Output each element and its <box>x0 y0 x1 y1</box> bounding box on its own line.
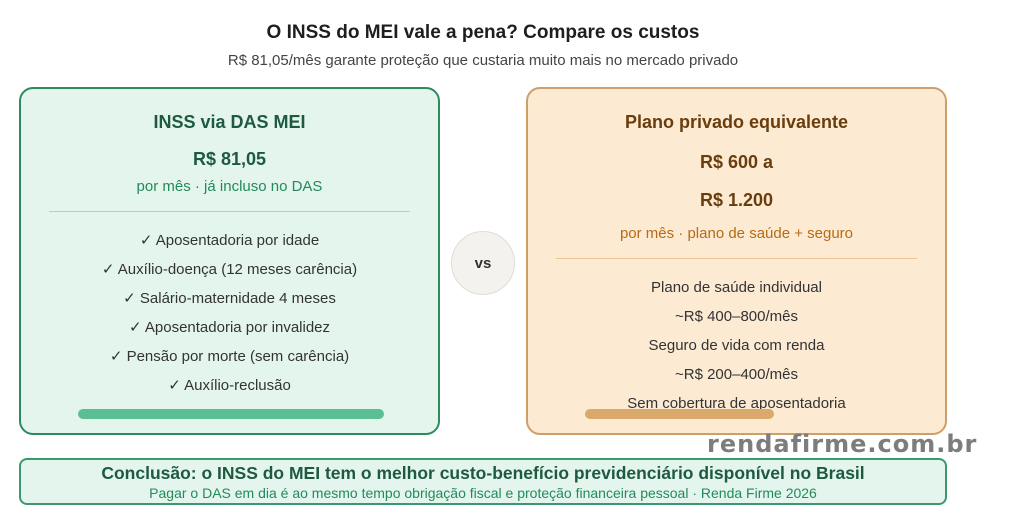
private-divider <box>556 258 917 259</box>
inss-divider <box>49 211 410 212</box>
list-item: ~R$ 200–400/mês <box>674 366 798 383</box>
inss-accent-bar <box>78 409 384 419</box>
conclusion-title: Conclusão: o INSS do MEI tem o melhor cu… <box>101 463 865 483</box>
private-plan-card: Plano privado equivalente R$ 600 a R$ 1.… <box>526 87 947 435</box>
page-subtitle: R$ 81,05/mês garante proteção que custar… <box>227 52 739 69</box>
list-item: ✓ Auxílio-doença (12 meses carência) <box>101 261 358 278</box>
conclusion-subtitle: Pagar o DAS em dia é ao mesmo tempo obri… <box>149 485 817 501</box>
list-item: ✓ Pensão por morte (sem carência) <box>109 348 350 365</box>
private-price-line1: R$ 600 a <box>699 152 774 172</box>
vs-badge: vs <box>451 231 515 295</box>
private-price-line2: R$ 1.200 <box>699 190 774 210</box>
list-item: Seguro de vida com renda <box>648 337 825 354</box>
inss-card-heading: INSS via DAS MEI <box>153 112 306 132</box>
private-card-heading: Plano privado equivalente <box>624 112 849 132</box>
list-item: ~R$ 400–800/mês <box>674 308 798 325</box>
list-item: Sem cobertura de aposentadoria <box>627 395 846 412</box>
private-price-note: por mês · plano de saúde + seguro <box>619 225 854 242</box>
list-item: ✓ Aposentadoria por idade <box>139 232 320 249</box>
inss-price: R$ 81,05 <box>192 149 267 169</box>
inss-card: INSS via DAS MEI R$ 81,05 por mês · já i… <box>19 87 440 435</box>
list-item: ✓ Salário-maternidade 4 meses <box>123 290 336 307</box>
list-item: Plano de saúde individual <box>651 279 822 296</box>
private-costs-list: Plano de saúde individual ~R$ 400–800/mê… <box>528 273 945 418</box>
conclusion-box: Conclusão: o INSS do MEI tem o melhor cu… <box>19 458 947 505</box>
inss-benefits-list: ✓ Aposentadoria por idade ✓ Auxílio-doen… <box>21 226 438 400</box>
watermark: rendafirme.com.br <box>707 430 978 458</box>
list-item: ✓ Auxílio-reclusão <box>168 377 291 394</box>
inss-price-note: por mês · já incluso no DAS <box>136 178 323 195</box>
private-accent-bar <box>585 409 774 419</box>
list-item: ✓ Aposentadoria por invalidez <box>128 319 331 336</box>
page-title: O INSS do MEI vale a pena? Compare os cu… <box>266 22 700 43</box>
